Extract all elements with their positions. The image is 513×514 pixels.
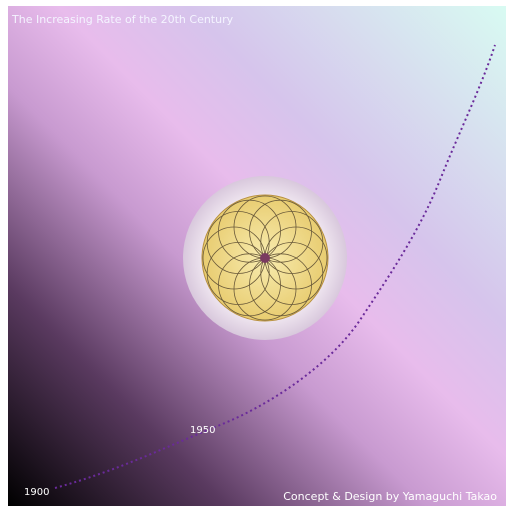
- credit: Concept & Design by Yamaguchi Takao: [283, 490, 497, 503]
- rosette-circle: [260, 211, 324, 274]
- middle-label: 1950: [190, 425, 215, 436]
- rosette-circle: [249, 199, 312, 263]
- rosette-center: [260, 253, 270, 263]
- title: The Increasing Rate of the 20th Century: [11, 13, 234, 26]
- growth-curve: [54, 44, 496, 489]
- start-label: 1900: [24, 487, 49, 498]
